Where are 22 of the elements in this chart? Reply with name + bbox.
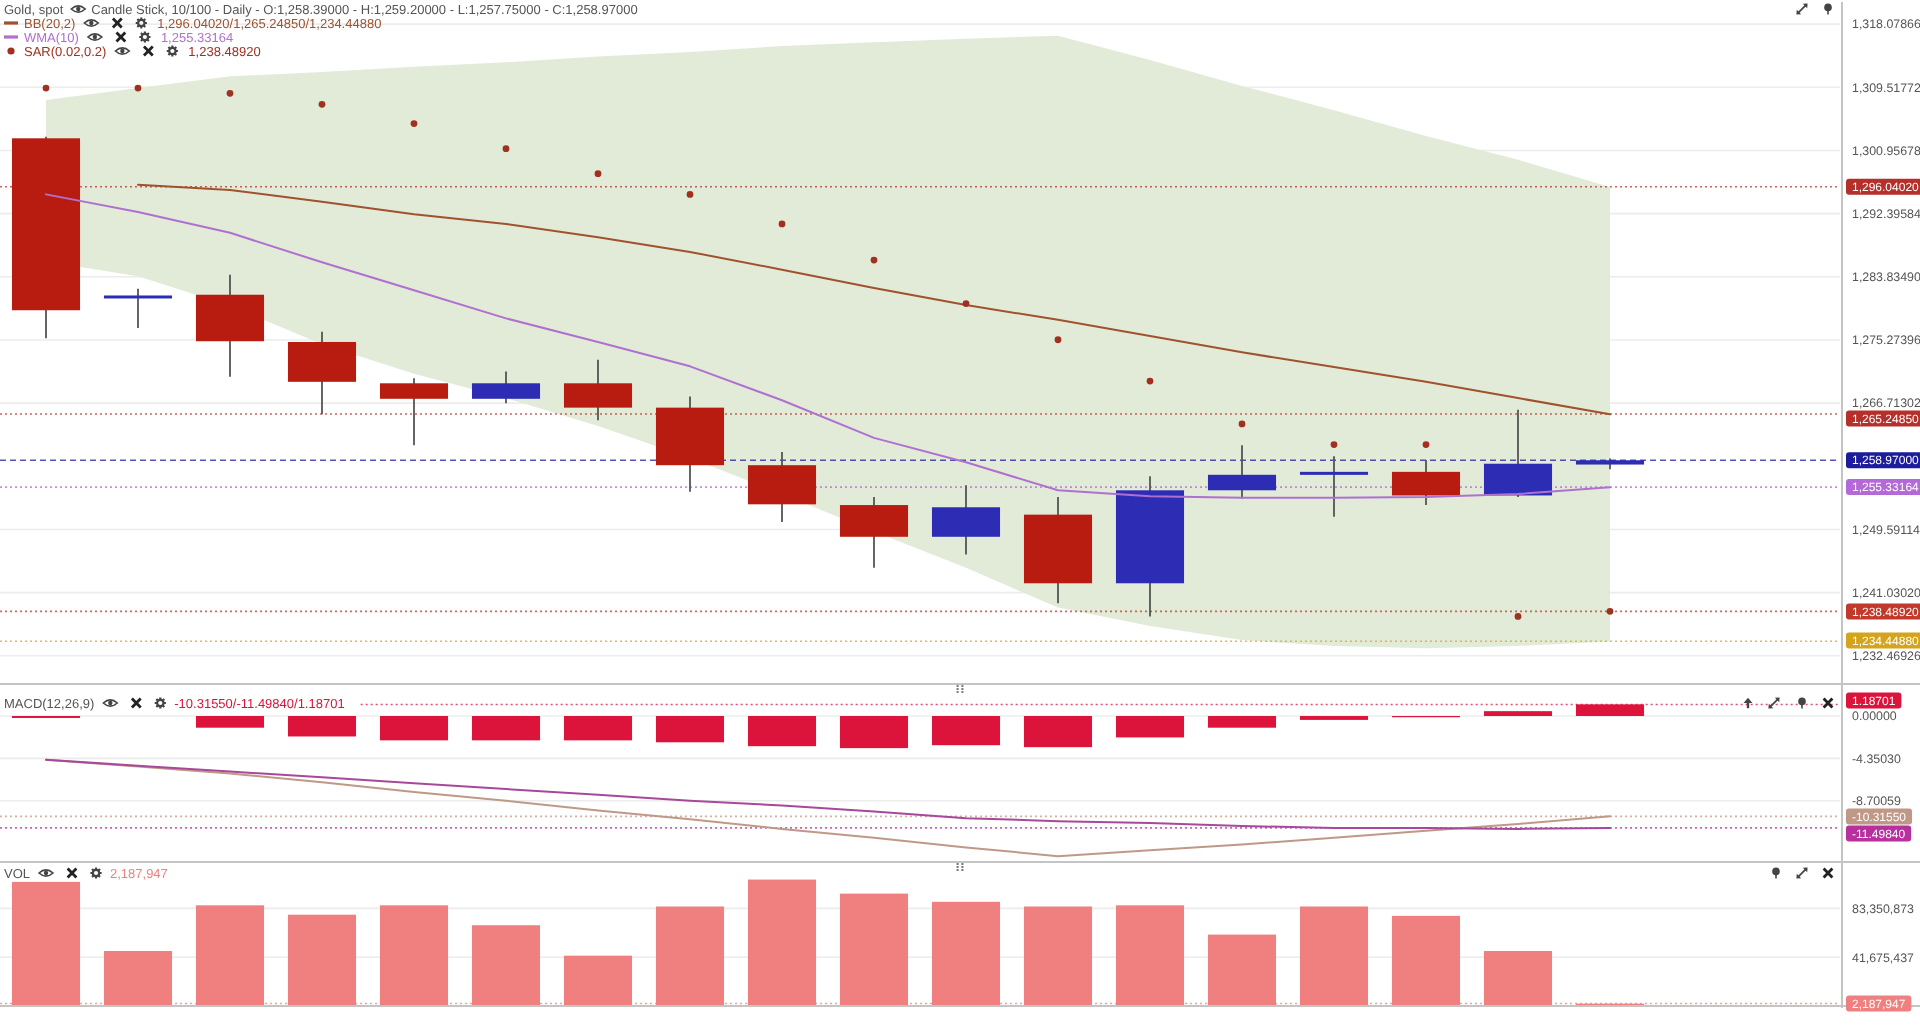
point — [1238, 420, 1246, 428]
line-series — [45, 758, 1611, 830]
point — [42, 84, 50, 92]
point — [1422, 441, 1430, 448]
point — [410, 120, 418, 127]
point — [1146, 377, 1154, 385]
point — [962, 300, 970, 307]
point — [594, 170, 602, 178]
line-series — [137, 183, 1611, 416]
point — [1514, 613, 1522, 620]
point — [502, 145, 510, 153]
point — [1606, 607, 1614, 615]
point — [870, 256, 878, 264]
point — [134, 84, 142, 92]
point — [318, 100, 326, 108]
candlestick — [1299, 455, 1369, 518]
candlestick — [103, 287, 173, 329]
point — [686, 191, 694, 198]
point — [1330, 441, 1338, 448]
point — [778, 220, 786, 228]
point — [1054, 336, 1062, 344]
point — [226, 89, 234, 97]
